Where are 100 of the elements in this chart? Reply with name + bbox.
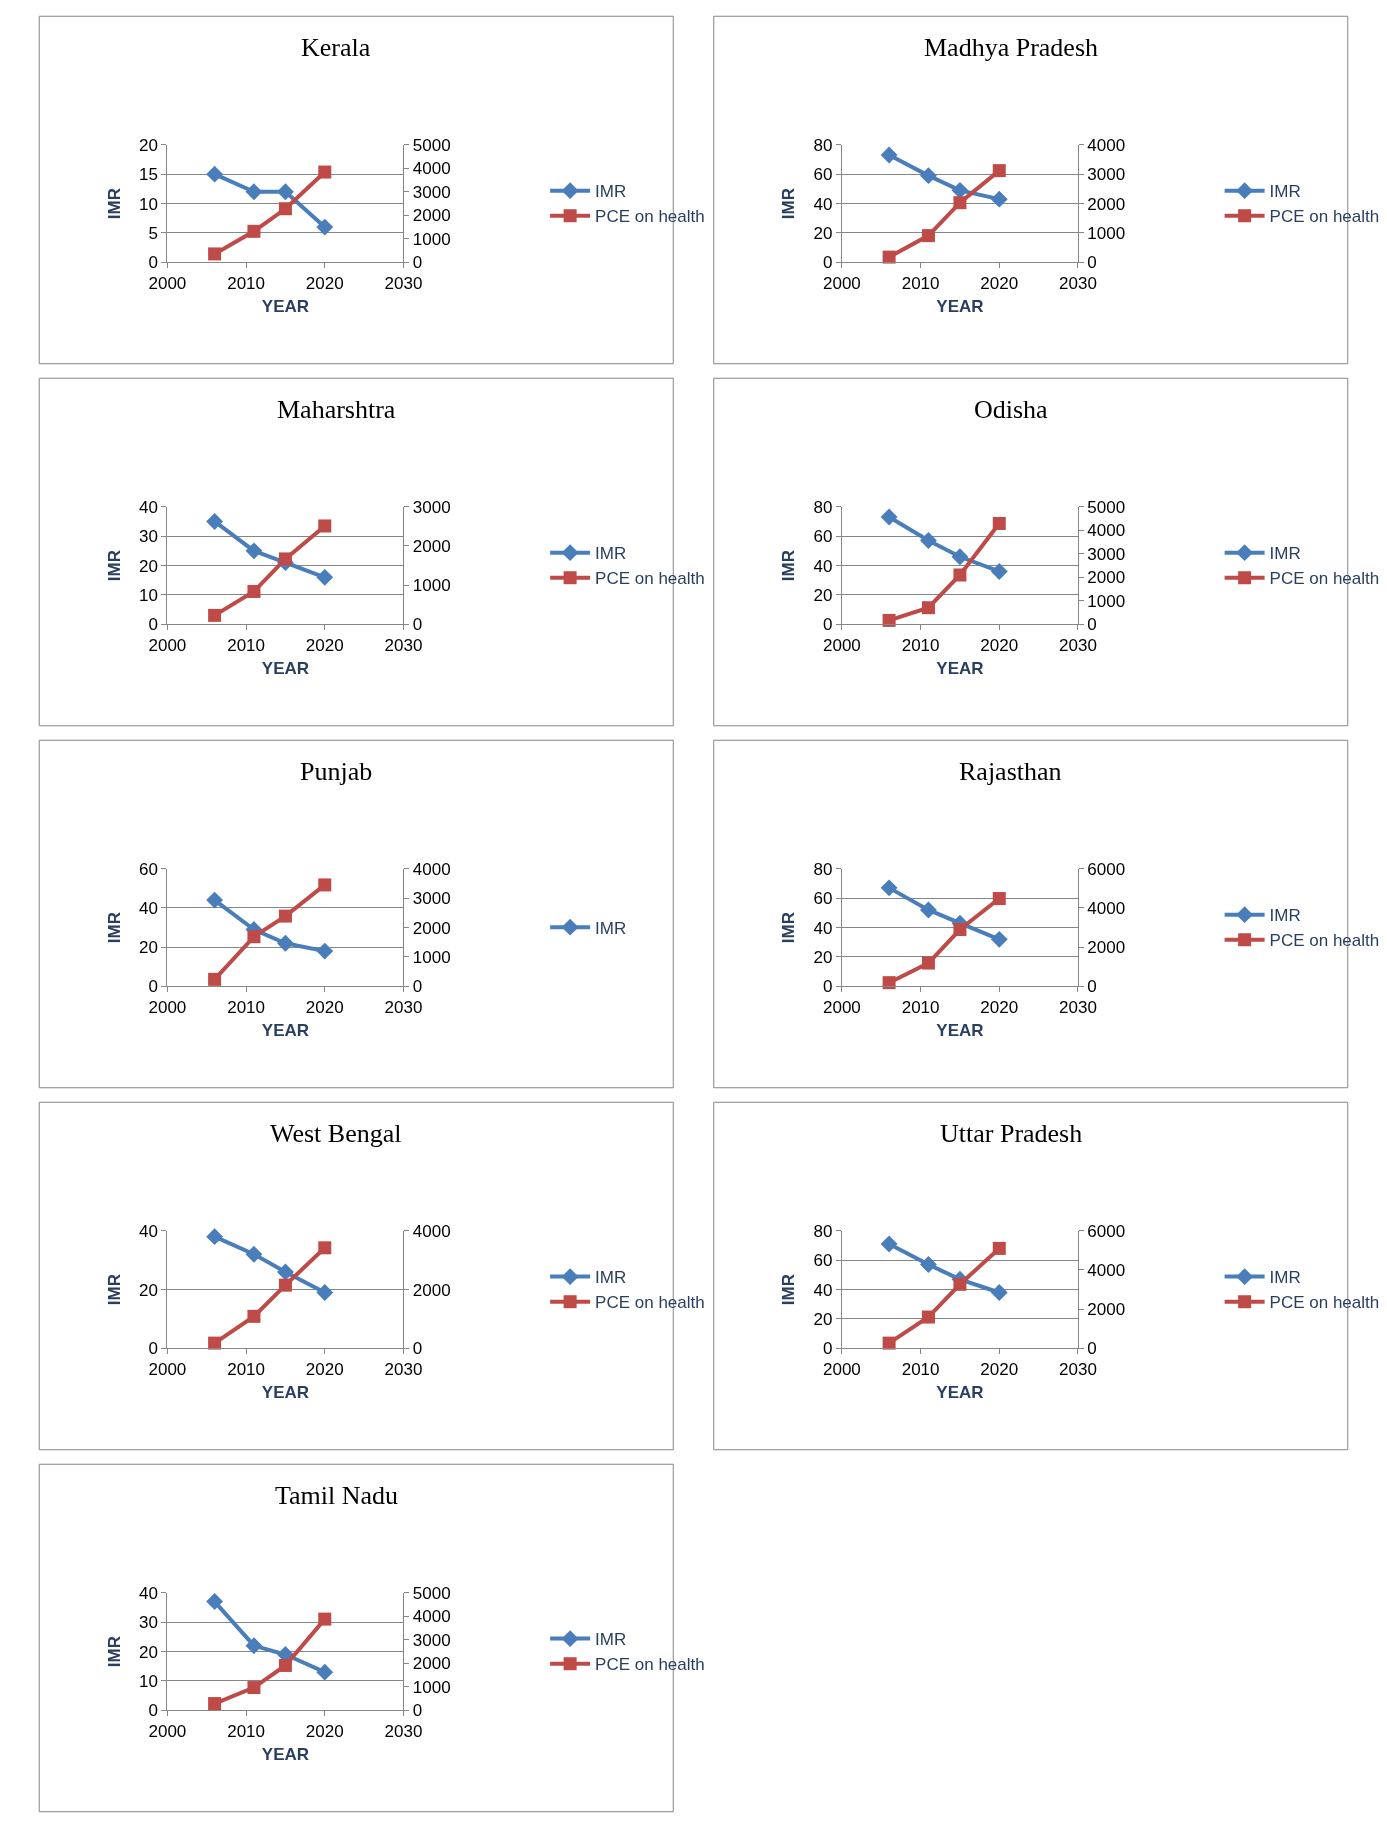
y-tick-label: 80 [813,497,833,517]
y-axis-title: IMR [104,1635,124,1668]
x-tick-label: 2020 [980,635,1019,655]
y2-tick-label: 6000 [1087,859,1126,879]
y-axis-title: IMR [779,911,799,944]
y-tick-label: 20 [813,947,833,967]
x-tick-label: 2000 [822,635,861,655]
legend-label: IMR [595,182,627,202]
legend-label: PCE on health [595,207,705,227]
y2-tick-label: 0 [1087,1339,1097,1359]
legend-label: PCE on health [595,1655,705,1675]
y-tick-label: 5 [148,223,158,243]
y-tick-label: 10 [139,1671,158,1691]
x-tick-label: 2000 [148,997,187,1017]
y2-tick-label: 2000 [1087,194,1126,214]
point [247,224,261,238]
y2-tick-label: 3000 [412,1630,451,1650]
x-tick-label: 2010 [901,997,940,1017]
y-tick-label: 60 [813,527,833,547]
chart-title: Punjab [300,757,373,786]
y2-tick-label: 1000 [1087,223,1126,243]
point [316,218,334,236]
point [208,1697,222,1711]
x-axis-title: YEAR [261,1745,310,1765]
point [921,601,935,615]
y-tick-label: 40 [813,194,833,214]
x-tick-label: 2010 [901,273,940,293]
y2-tick-label: 2000 [412,918,451,938]
y-tick-label: 80 [813,859,833,879]
y-tick-label: 40 [813,556,833,576]
point [880,879,898,897]
point [880,508,898,526]
y-tick-label: 20 [139,135,158,155]
x-tick-label: 2000 [148,635,187,655]
y2-tick-label: 1000 [412,947,451,967]
x-tick-label: 2020 [305,997,344,1017]
chart-title: Maharshtra [277,395,396,424]
chart-title: West Bengal [270,1119,402,1148]
y2-tick-label: 3000 [1087,165,1126,185]
x-tick-label: 2010 [901,635,940,655]
x-tick-label: 2030 [384,1721,423,1741]
y-tick-label: 0 [148,1701,158,1721]
y2-tick-label: 4000 [1087,1260,1126,1280]
point [318,165,332,179]
point [880,1235,898,1253]
x-tick-label: 2020 [305,273,344,293]
y2-tick-label: 2000 [1087,938,1126,958]
y2-tick-label: 0 [412,1339,423,1359]
x-axis-title: YEAR [936,297,984,317]
point [920,167,937,185]
point [206,1593,224,1611]
y2-tick-label: 4000 [412,1607,451,1627]
y2-tick-label: 2000 [1087,1300,1126,1320]
point [921,956,935,970]
point [208,608,222,622]
x-tick-label: 2020 [980,273,1019,293]
x-tick-label: 2030 [384,273,423,293]
chart-title: Uttar Pradesh [940,1119,1083,1148]
point [318,1241,332,1255]
y2-tick-label: 0 [412,615,423,635]
legend-label: PCE on health [1269,1293,1380,1313]
point [245,1245,263,1263]
x-axis-title: YEAR [261,659,310,679]
y-tick-label: 10 [139,585,158,605]
legend-label: PCE on health [595,1293,705,1313]
point [316,1663,334,1681]
x-tick-label: 2000 [822,997,861,1017]
point [953,196,967,210]
chart-title: Madhya Pradesh [924,33,1099,62]
y-tick-label: 20 [813,1309,833,1329]
legend-label: PCE on health [595,569,705,589]
y-tick-label: 0 [148,615,158,635]
point [990,563,1008,580]
y-tick-label: 0 [148,1339,158,1359]
y2-tick-label: 4000 [412,1221,451,1241]
point [990,1284,1008,1301]
y-tick-label: 20 [139,556,158,576]
y2-tick-label: 0 [412,253,423,273]
y2-tick-label: 3000 [412,889,451,909]
legend-label: IMR [1269,906,1301,926]
point [953,568,967,582]
point [208,247,222,261]
y2-tick-label: 0 [1087,253,1097,273]
y2-tick-label: 1000 [1087,591,1126,611]
point [921,229,935,243]
chart-title: Tamil Nadu [275,1481,399,1510]
x-axis-title: YEAR [261,1021,310,1041]
legend-label: IMR [595,918,627,938]
legend-label: PCE on health [1269,569,1380,589]
point [278,1658,292,1672]
point [953,1277,967,1291]
y2-tick-label: 5000 [1087,497,1126,517]
point [920,901,937,919]
x-tick-label: 2030 [1059,1359,1097,1379]
legend-label: IMR [1269,544,1301,564]
point [951,548,969,566]
y2-tick-label: 4000 [412,859,451,879]
x-axis-title: YEAR [936,1021,984,1041]
y-tick-label: 40 [813,918,833,938]
x-tick-label: 2030 [1059,635,1097,655]
